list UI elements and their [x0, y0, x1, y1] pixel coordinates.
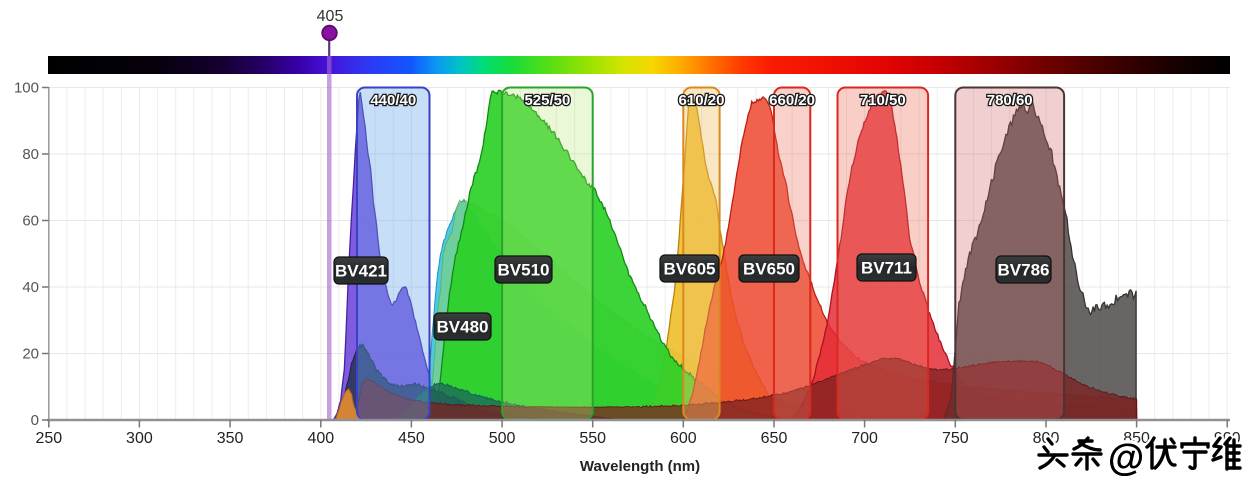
svg-text:250: 250 — [35, 430, 62, 447]
svg-text:400: 400 — [307, 430, 334, 447]
svg-text:BV510: BV510 — [498, 261, 550, 280]
svg-text:20: 20 — [22, 346, 39, 363]
svg-text:780/60: 780/60 — [987, 92, 1033, 109]
svg-text:Wavelength (nm): Wavelength (nm) — [580, 458, 700, 475]
svg-text:750: 750 — [942, 430, 969, 447]
svg-text:40: 40 — [22, 279, 39, 296]
svg-text:405: 405 — [317, 8, 344, 25]
svg-text:525/50: 525/50 — [524, 92, 570, 109]
svg-text:350: 350 — [217, 430, 244, 447]
svg-text:100: 100 — [14, 80, 39, 97]
svg-text:610/20: 610/20 — [679, 92, 725, 109]
svg-text:850: 850 — [1123, 430, 1150, 447]
svg-text:BV650: BV650 — [743, 260, 795, 279]
svg-text:710/50: 710/50 — [860, 92, 906, 109]
svg-text:BV786: BV786 — [998, 261, 1050, 280]
svg-text:440/40: 440/40 — [370, 92, 416, 109]
svg-text:60: 60 — [22, 213, 39, 230]
svg-text:BV480: BV480 — [437, 318, 489, 337]
svg-text:600: 600 — [670, 430, 697, 447]
svg-text:@: @ — [1108, 437, 1144, 478]
svg-text:80: 80 — [22, 146, 39, 163]
svg-text:660/20: 660/20 — [769, 92, 815, 109]
svg-text:0: 0 — [31, 412, 39, 429]
svg-text:500: 500 — [489, 430, 516, 447]
svg-text:@: @ — [1108, 437, 1144, 478]
svg-text:450: 450 — [398, 430, 425, 447]
svg-text:300: 300 — [126, 430, 153, 447]
svg-text:BV421: BV421 — [335, 262, 387, 281]
svg-text:550: 550 — [579, 430, 606, 447]
svg-text:650: 650 — [761, 430, 788, 447]
svg-text:BV711: BV711 — [861, 259, 912, 278]
svg-text:700: 700 — [851, 430, 878, 447]
svg-text:BV605: BV605 — [664, 260, 716, 279]
